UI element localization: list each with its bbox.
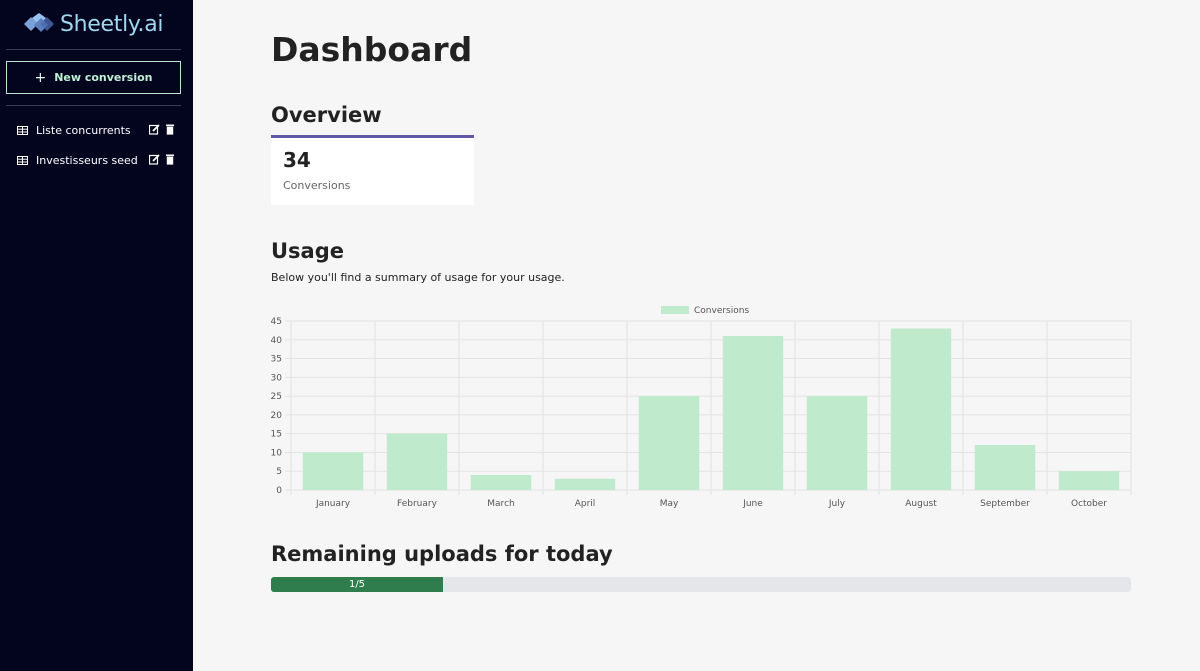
bar	[554, 478, 616, 490]
uploads-progress-bar: 1/5	[271, 577, 1131, 592]
logo[interactable]: Sheetly.ai	[22, 10, 163, 38]
bar	[1058, 471, 1120, 490]
legend-swatch	[661, 306, 689, 314]
x-tick-label: May	[660, 499, 679, 509]
x-tick-label: September	[980, 499, 1030, 509]
overview-card: 34 Conversions	[271, 135, 474, 205]
conversions-count-label: Conversions	[283, 179, 351, 192]
divider	[6, 49, 181, 50]
sidebar-item-label: Liste concurrents	[36, 123, 131, 137]
trash-icon[interactable]	[165, 124, 177, 136]
y-tick-label: 0	[276, 486, 282, 496]
bar	[302, 452, 364, 490]
legend-label: Conversions	[694, 306, 749, 316]
y-tick-label: 40	[271, 336, 283, 346]
conversions-count: 34	[283, 148, 311, 172]
x-tick-label: October	[1071, 499, 1107, 509]
uploads-progress-fill: 1/5	[271, 577, 443, 592]
y-tick-label: 45	[271, 317, 282, 327]
sidebar-item-label: Investisseurs seed	[36, 153, 138, 167]
edit-icon[interactable]	[149, 154, 161, 166]
x-tick-label: August	[905, 499, 937, 509]
brand-name: Sheetly.ai	[60, 11, 164, 37]
plus-icon: +	[34, 69, 47, 86]
y-tick-label: 10	[271, 448, 283, 458]
remaining-uploads-heading: Remaining uploads for today	[271, 542, 613, 566]
y-tick-label: 15	[271, 430, 282, 440]
x-tick-label: July	[828, 499, 846, 509]
usage-description: Below you'll find a summary of usage for…	[271, 271, 565, 284]
x-tick-label: February	[397, 499, 438, 509]
y-tick-label: 5	[276, 467, 282, 477]
trash-icon[interactable]	[165, 154, 177, 166]
x-tick-label: April	[575, 499, 596, 509]
bar	[974, 444, 1036, 490]
bar	[806, 396, 868, 490]
usage-heading: Usage	[271, 239, 344, 263]
y-tick-label: 25	[271, 392, 282, 402]
y-tick-label: 20	[271, 411, 283, 421]
usage-bar-chart: 0 5 10 15 20 25 30 35 40 45 January February March Ap…	[271, 306, 1132, 509]
new-conversion-button[interactable]: + New conversion	[6, 61, 181, 94]
table-icon	[17, 125, 28, 135]
x-tick-label: June	[742, 499, 763, 509]
bar	[386, 433, 448, 490]
bar	[470, 474, 532, 490]
sidebar-item-investisseurs-seed[interactable]: Investisseurs seed	[17, 151, 177, 169]
sidebar-item-liste-concurrents[interactable]: Liste concurrents	[17, 121, 177, 139]
table-icon	[17, 155, 28, 165]
page-title: Dashboard	[271, 30, 473, 69]
x-tick-label: March	[487, 499, 514, 509]
bar	[890, 328, 952, 490]
divider	[6, 105, 181, 106]
overview-heading: Overview	[271, 103, 382, 127]
x-tick-label: January	[315, 499, 351, 509]
sidebar: Sheetly.ai + New conversion Liste concur…	[0, 0, 193, 671]
bar	[722, 336, 784, 490]
sheetly-logo-icon	[24, 13, 54, 32]
y-tick-label: 35	[271, 355, 282, 365]
new-conversion-label: New conversion	[54, 71, 153, 84]
edit-icon[interactable]	[149, 124, 161, 136]
y-tick-label: 30	[271, 373, 283, 383]
bar	[638, 396, 700, 490]
